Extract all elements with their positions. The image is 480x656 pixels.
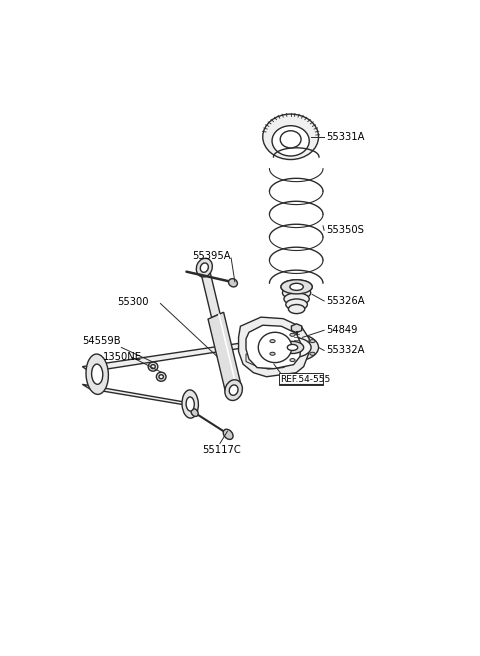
Ellipse shape bbox=[284, 293, 309, 305]
Ellipse shape bbox=[288, 344, 298, 350]
Ellipse shape bbox=[151, 365, 155, 369]
Ellipse shape bbox=[282, 286, 311, 299]
Ellipse shape bbox=[223, 429, 233, 440]
Polygon shape bbox=[83, 343, 246, 372]
Polygon shape bbox=[246, 325, 301, 369]
Ellipse shape bbox=[290, 333, 295, 337]
Text: 55350S: 55350S bbox=[326, 225, 364, 236]
Text: 55331A: 55331A bbox=[326, 132, 364, 142]
Text: 54559B: 54559B bbox=[83, 337, 121, 346]
Ellipse shape bbox=[156, 372, 166, 381]
Ellipse shape bbox=[272, 126, 309, 156]
Ellipse shape bbox=[159, 375, 163, 379]
Ellipse shape bbox=[92, 364, 103, 384]
Ellipse shape bbox=[270, 352, 275, 356]
Ellipse shape bbox=[191, 409, 198, 417]
Polygon shape bbox=[239, 317, 309, 377]
Ellipse shape bbox=[280, 131, 301, 148]
Text: 55332A: 55332A bbox=[326, 346, 364, 356]
Text: 55395A: 55395A bbox=[192, 251, 231, 260]
Ellipse shape bbox=[263, 114, 319, 159]
FancyBboxPatch shape bbox=[279, 373, 323, 385]
Polygon shape bbox=[246, 354, 298, 369]
Ellipse shape bbox=[281, 341, 304, 354]
Ellipse shape bbox=[86, 354, 108, 394]
Ellipse shape bbox=[310, 340, 315, 342]
Ellipse shape bbox=[148, 362, 158, 371]
Ellipse shape bbox=[290, 283, 303, 291]
Ellipse shape bbox=[290, 359, 295, 361]
Ellipse shape bbox=[288, 304, 305, 314]
Ellipse shape bbox=[225, 380, 242, 401]
Ellipse shape bbox=[229, 385, 238, 396]
Ellipse shape bbox=[281, 279, 312, 294]
Text: 55300: 55300 bbox=[118, 297, 149, 307]
Ellipse shape bbox=[186, 397, 194, 411]
Ellipse shape bbox=[266, 333, 319, 361]
Ellipse shape bbox=[200, 263, 208, 272]
Text: 55326A: 55326A bbox=[326, 296, 365, 306]
Ellipse shape bbox=[281, 279, 312, 294]
Ellipse shape bbox=[270, 340, 275, 342]
Ellipse shape bbox=[310, 352, 315, 356]
Polygon shape bbox=[83, 384, 198, 407]
Polygon shape bbox=[208, 312, 241, 394]
Ellipse shape bbox=[196, 258, 212, 277]
Polygon shape bbox=[291, 324, 302, 333]
Text: 54849: 54849 bbox=[326, 325, 358, 335]
Ellipse shape bbox=[274, 337, 311, 358]
Ellipse shape bbox=[258, 333, 292, 363]
Ellipse shape bbox=[286, 299, 307, 310]
Polygon shape bbox=[200, 266, 220, 318]
Text: 55117C: 55117C bbox=[202, 445, 241, 455]
Ellipse shape bbox=[182, 390, 198, 418]
Text: REF.54-555: REF.54-555 bbox=[281, 375, 331, 384]
Text: 1350NE: 1350NE bbox=[103, 352, 142, 361]
Ellipse shape bbox=[228, 279, 238, 287]
